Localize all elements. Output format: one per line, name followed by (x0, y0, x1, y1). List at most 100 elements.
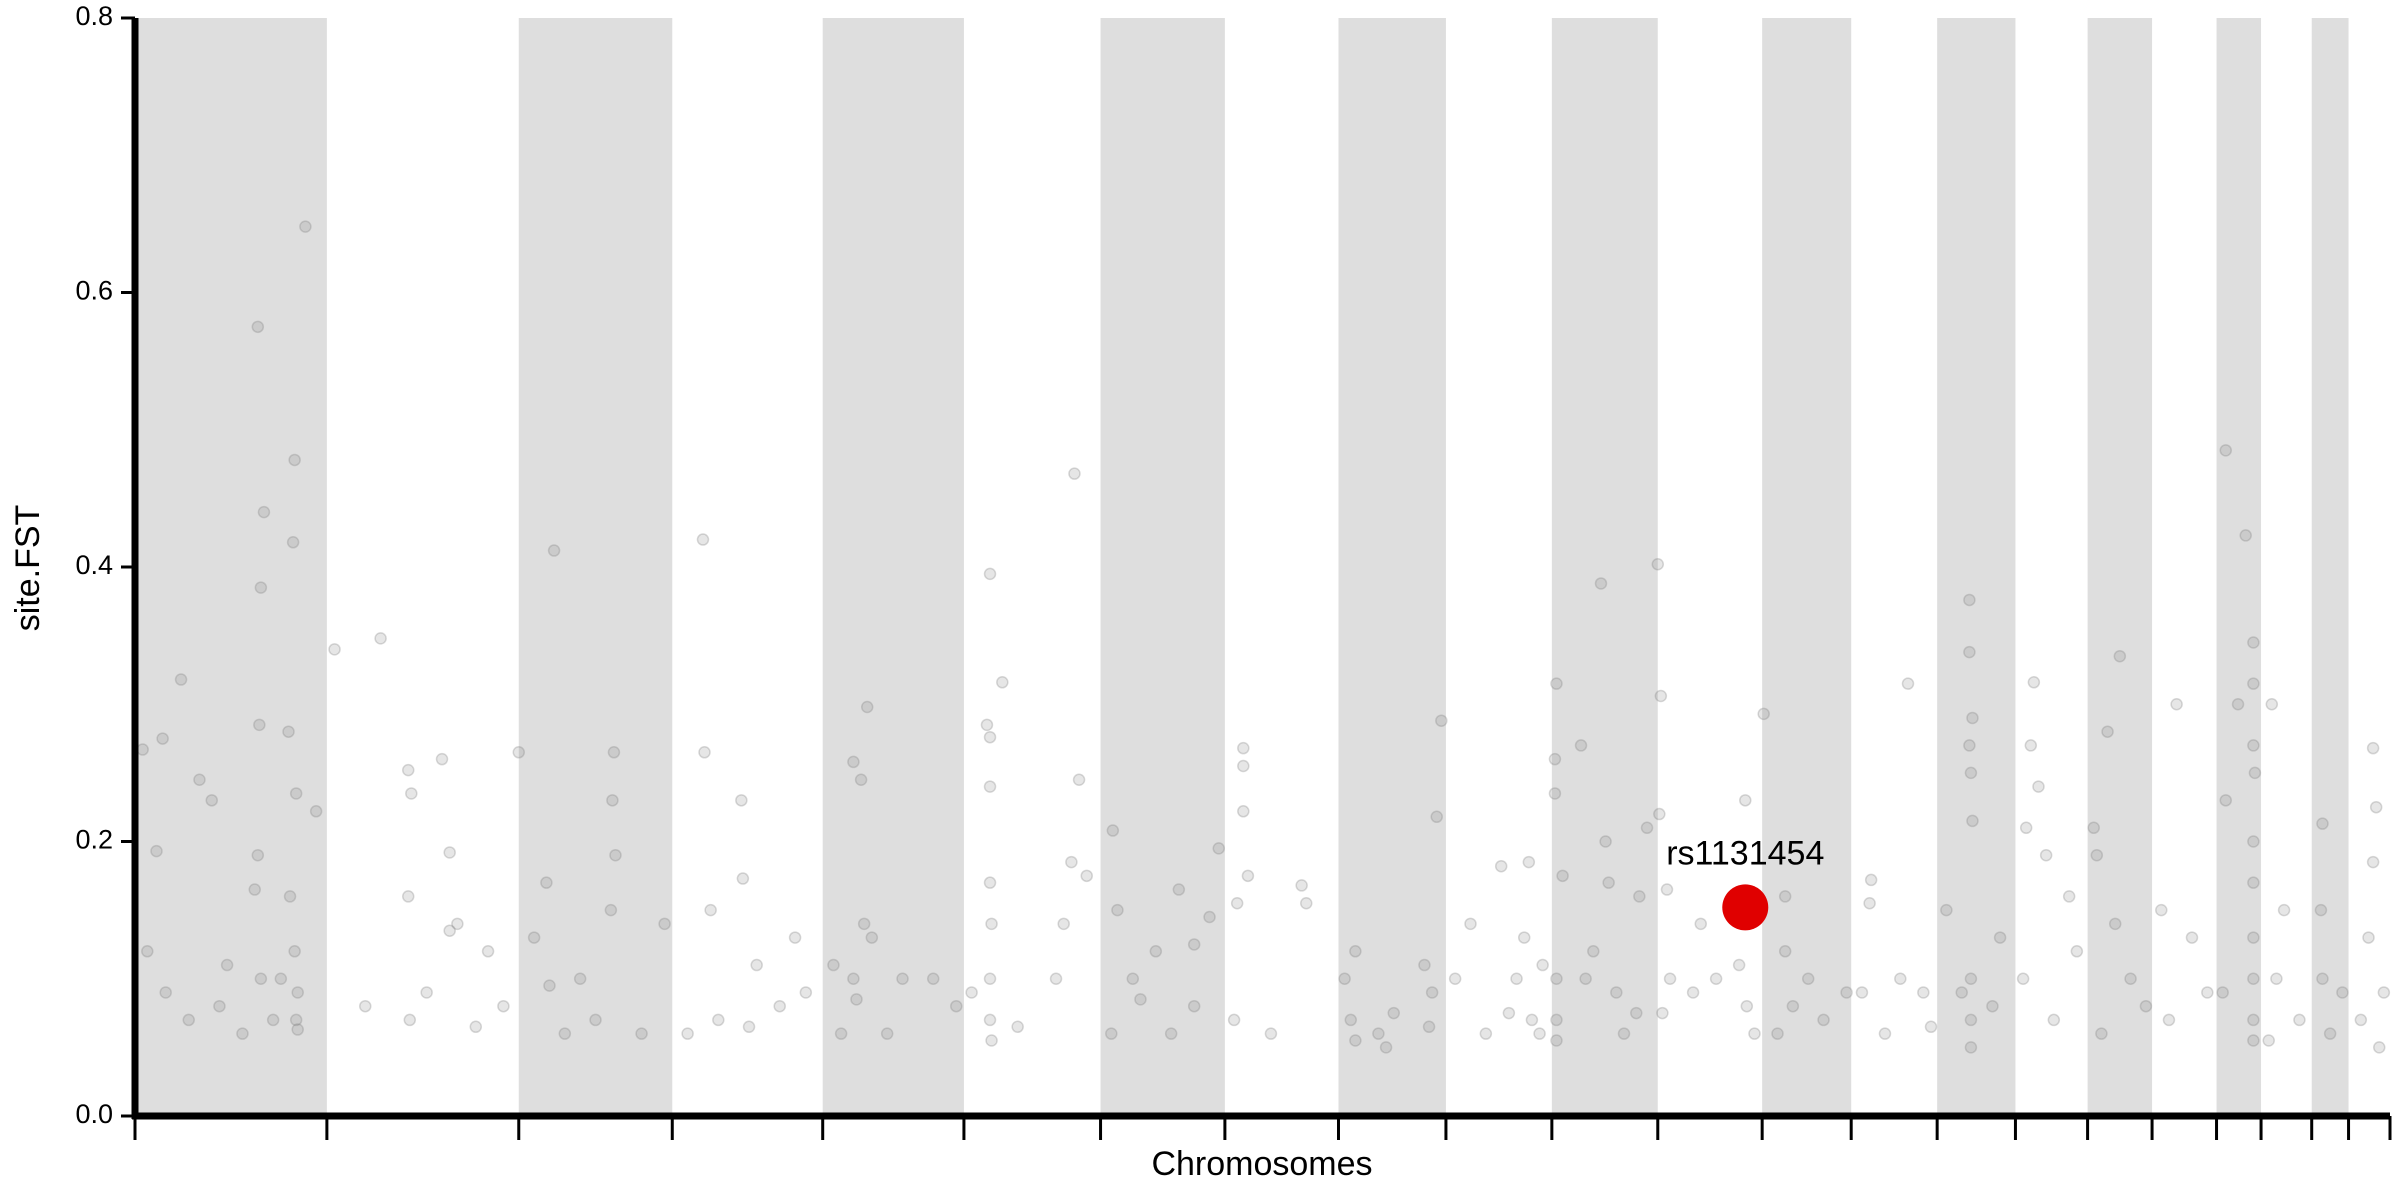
data-point (1241, 869, 1255, 883)
data-point (288, 453, 301, 467)
data-point (965, 986, 978, 999)
y-tick-label: 0.2 (75, 825, 113, 855)
data-point (1080, 869, 1093, 883)
data-point (328, 643, 341, 656)
data-point (2027, 676, 2041, 689)
data-point (403, 1013, 417, 1027)
data-point (2247, 1013, 2260, 1027)
data-point (540, 876, 553, 889)
data-point (174, 673, 188, 686)
data-point (2101, 725, 2114, 738)
data-point (1049, 972, 1063, 985)
data-point (2108, 917, 2122, 931)
data-point (2247, 972, 2260, 985)
data-point (1686, 986, 1700, 999)
data-point (698, 746, 711, 759)
data-point (1448, 972, 1462, 985)
data-point (288, 945, 301, 958)
data-point (1212, 842, 1226, 855)
data-point (1963, 645, 1976, 659)
data-point (865, 931, 879, 944)
data-point (1574, 739, 1588, 752)
data-point (1964, 972, 1978, 985)
data-point (141, 945, 154, 958)
data-point (1422, 1020, 1436, 1034)
data-point (1372, 1027, 1385, 1040)
data-point (1778, 945, 1792, 958)
data-point (1494, 859, 1508, 873)
data-point (1237, 759, 1250, 773)
data-point (156, 732, 169, 745)
data-point (1344, 1013, 1358, 1027)
data-point (985, 1034, 998, 1047)
data-point (543, 979, 556, 992)
chromosome-band (1338, 18, 1446, 1116)
chromosome-band (135, 18, 327, 1116)
data-point (1237, 805, 1250, 818)
data-point (2095, 1027, 2108, 1040)
data-point (854, 773, 868, 786)
data-point (1817, 1013, 1830, 1027)
data-point (2247, 677, 2260, 690)
data-point (1864, 873, 1878, 887)
data-point (1338, 972, 1351, 985)
data-point (1963, 593, 1976, 607)
data-point (405, 787, 418, 800)
data-point (2201, 986, 2214, 999)
data-point (220, 958, 234, 972)
y-tick-label: 0.8 (75, 1, 113, 31)
data-point (2248, 766, 2262, 780)
data-point (1878, 1027, 1892, 1040)
chromosome-band (2216, 18, 2262, 1116)
data-point (773, 999, 786, 1013)
data-point (1418, 958, 1431, 972)
data-point (950, 999, 963, 1013)
data-point (1640, 821, 1654, 835)
data-point (983, 876, 997, 889)
data-point (847, 755, 860, 769)
y-axis-label: site.FST (9, 505, 47, 632)
data-point (2113, 649, 2127, 663)
data-point (742, 1020, 756, 1034)
data-point (1709, 972, 1723, 985)
data-point (2247, 876, 2260, 889)
data-point (1522, 855, 1536, 869)
data-point (1187, 999, 1201, 1013)
data-point (236, 1027, 249, 1040)
data-point (2087, 821, 2100, 835)
data-point (248, 883, 261, 896)
data-point (2323, 1027, 2337, 1040)
data-point (547, 544, 561, 557)
data-point (1172, 883, 1186, 896)
data-point (1901, 677, 1915, 690)
data-point (1517, 931, 1531, 944)
data-point (2139, 999, 2153, 1013)
data-point (860, 700, 874, 714)
data-point (497, 999, 510, 1013)
data-point (1757, 707, 1770, 721)
data-point (1771, 1027, 1784, 1040)
chromosome-band (1762, 18, 1852, 1116)
band-layer (135, 18, 2349, 1116)
data-point (1134, 993, 1147, 1006)
data-point (2090, 848, 2104, 862)
data-point (2016, 972, 2030, 985)
data-point (2162, 1013, 2176, 1027)
data-point (286, 536, 300, 549)
data-point (1964, 1041, 1978, 1054)
data-point (1068, 467, 1081, 480)
data-point (834, 1027, 848, 1040)
data-point (2316, 817, 2329, 830)
data-point (1106, 824, 1120, 837)
data-point (1111, 903, 1124, 917)
data-point (606, 794, 619, 807)
chromosome-band (2087, 18, 2153, 1116)
data-point (1653, 807, 1666, 821)
data-point (850, 993, 863, 1006)
data-point (359, 999, 372, 1013)
data-point (1732, 958, 1746, 972)
data-point (1778, 890, 1792, 903)
data-point (2293, 1013, 2306, 1027)
